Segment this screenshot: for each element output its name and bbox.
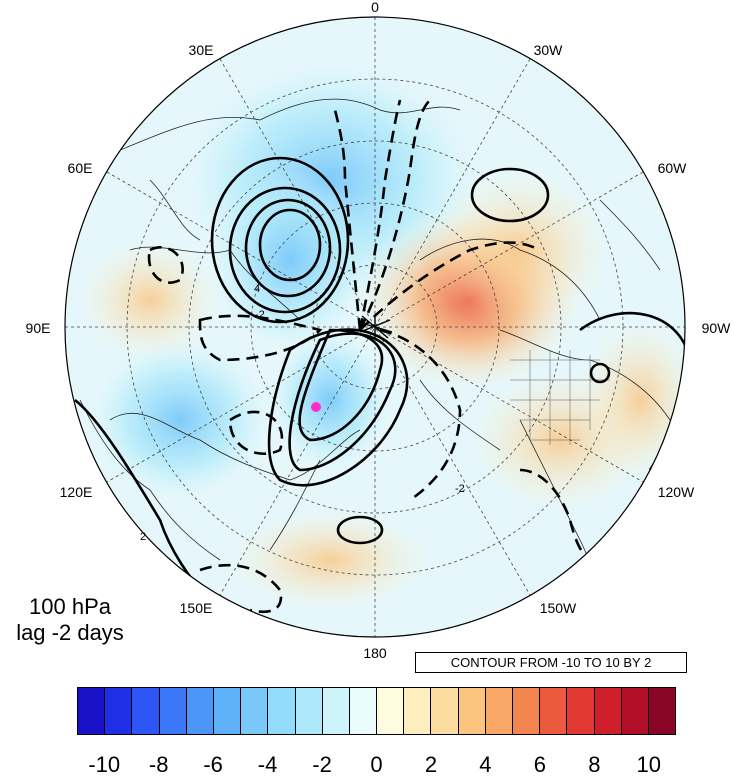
colorbar-label: -4 bbox=[257, 752, 278, 777]
graticule bbox=[65, 17, 685, 637]
colorbar-box bbox=[186, 688, 214, 734]
lon-label-120w: 120W bbox=[658, 484, 695, 500]
shaded-field bbox=[65, 17, 685, 637]
positive-contour bbox=[258, 208, 322, 282]
contour-labels: 4 -2 -2 2 bbox=[140, 283, 465, 543]
colorbar-box bbox=[322, 688, 350, 734]
contour-label: -2 bbox=[255, 309, 265, 321]
colorbar-box bbox=[295, 688, 323, 734]
lon-label-30e: 30E bbox=[189, 42, 214, 58]
colorbar-labels: -10 -8 -6 -4 -2 0 2 4 6 8 10 bbox=[0, 752, 733, 778]
colorbar-box bbox=[594, 688, 622, 734]
colorbar-box bbox=[513, 688, 541, 734]
lon-label-60e: 60E bbox=[68, 160, 93, 176]
lon-label-120e: 120E bbox=[60, 484, 93, 500]
colorbar-box bbox=[159, 688, 187, 734]
positive-contour bbox=[267, 328, 409, 487]
pole-node bbox=[357, 315, 393, 339]
colorbar-box bbox=[349, 688, 378, 734]
lon-label-150w: 150W bbox=[540, 600, 577, 616]
colorbar-box bbox=[213, 688, 242, 734]
lag-title: lag -2 days bbox=[16, 620, 124, 645]
positive-contour bbox=[336, 515, 384, 545]
location-marker bbox=[311, 402, 321, 412]
colorbar-box bbox=[648, 688, 676, 734]
colorbar bbox=[77, 687, 676, 735]
colorbar-box bbox=[78, 688, 106, 734]
positive-contour bbox=[288, 332, 397, 472]
negative-contours bbox=[147, 99, 586, 614]
colorbar-label: 10 bbox=[636, 752, 662, 777]
state-borders bbox=[510, 350, 610, 445]
positive-contour bbox=[244, 198, 332, 298]
colorbar-box bbox=[567, 688, 595, 734]
contour-label: 2 bbox=[140, 531, 146, 543]
contour-label: 4 bbox=[254, 283, 260, 295]
colorbar-label: -10 bbox=[88, 752, 121, 777]
coastlines bbox=[79, 98, 671, 601]
colorbar-label: 2 bbox=[424, 752, 438, 777]
colorbar-label: 0 bbox=[370, 752, 383, 777]
map-boundary bbox=[64, 16, 686, 638]
pressure-level-title: 100 hPa bbox=[29, 594, 111, 619]
colorbar-box bbox=[621, 688, 649, 734]
colorbar-label: 8 bbox=[588, 752, 601, 777]
lon-label-90e: 90E bbox=[26, 320, 51, 336]
colorbar-box bbox=[132, 688, 160, 734]
colorbar-label: -2 bbox=[312, 752, 332, 777]
lon-label-180: 180 bbox=[363, 645, 387, 661]
colorbar-box bbox=[241, 688, 269, 734]
contour-label: -2 bbox=[455, 483, 465, 495]
colorbar-box bbox=[268, 688, 296, 734]
longitude-labels: 0 30W 60W 90W 120W 150W 180 150E 120E 90… bbox=[26, 0, 732, 661]
lon-label-30w: 30W bbox=[534, 42, 564, 58]
positive-contour bbox=[298, 328, 384, 442]
positive-contour bbox=[470, 167, 550, 223]
lon-label-90w: 90W bbox=[702, 320, 732, 336]
lon-label-60w: 60W bbox=[658, 160, 688, 176]
colorbar-label: -6 bbox=[203, 752, 223, 777]
colorbar-box bbox=[431, 688, 459, 734]
lon-label-150e: 150E bbox=[180, 600, 213, 616]
colorbar-label: 4 bbox=[479, 752, 492, 777]
colorbar-box bbox=[105, 688, 133, 734]
colorbar-label: -8 bbox=[148, 752, 169, 777]
lon-label-0: 0 bbox=[371, 0, 379, 15]
positive-contour bbox=[589, 362, 611, 384]
colorbar-box bbox=[377, 688, 405, 734]
colorbar-box bbox=[485, 688, 513, 734]
colorbar-box bbox=[404, 688, 432, 734]
contour-info-box: CONTOUR FROM -10 TO 10 BY 2 bbox=[415, 652, 687, 673]
colorbar-box bbox=[540, 688, 568, 734]
colorbar-label: 6 bbox=[533, 752, 546, 777]
positive-contour bbox=[228, 186, 342, 314]
colorbar-box bbox=[458, 688, 486, 734]
